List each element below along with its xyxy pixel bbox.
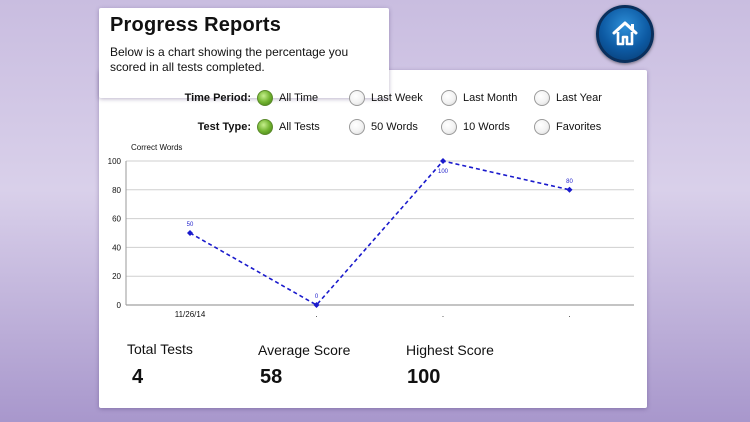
data-label: 80 <box>566 179 573 185</box>
option-label: Favorites <box>556 121 602 133</box>
radio-icon[interactable] <box>257 119 273 135</box>
home-button[interactable] <box>596 5 654 63</box>
title-card-join <box>99 66 389 78</box>
data-point <box>566 186 573 193</box>
x-tick-label: . <box>315 310 317 319</box>
y-axis-title: Correct Words <box>131 143 182 152</box>
radio-icon[interactable] <box>349 119 365 135</box>
test-type-label: Test Type: <box>197 121 251 133</box>
home-icon <box>612 21 638 46</box>
radio-icon[interactable] <box>257 90 273 106</box>
data-label: 50 <box>187 222 194 228</box>
average-score-value: 58 <box>260 366 283 388</box>
total-tests-label: Total Tests <box>127 341 193 357</box>
series-line <box>189 160 570 307</box>
test-type-option-50-words[interactable]: 50 Words <box>349 117 418 137</box>
option-label: 50 Words <box>371 121 418 133</box>
data-point <box>187 230 193 236</box>
y-tick-label: 0 <box>117 301 122 310</box>
time-period-option-last-week[interactable]: Last Week <box>349 88 423 108</box>
time-period-option-all-time[interactable]: All Time <box>257 88 318 108</box>
test-type-option-10-words[interactable]: 10 Words <box>441 117 510 137</box>
page-description: Below is a chart showing the percentage … <box>110 45 349 74</box>
y-tick-label: 40 <box>112 243 121 252</box>
time-period-label: Time Period: <box>184 92 251 104</box>
x-tick-label: . <box>568 310 570 319</box>
option-label: Last Week <box>371 92 423 104</box>
highest-score-label: Highest Score <box>406 342 494 358</box>
option-label: All Tests <box>279 121 320 133</box>
data-label: 0 <box>315 294 319 300</box>
option-label: All Time <box>279 92 319 104</box>
x-tick-label: . <box>442 310 444 319</box>
y-tick-label: 80 <box>112 186 121 195</box>
y-tick-label: 100 <box>108 157 122 166</box>
test-type-option-favorites[interactable]: Favorites <box>534 117 601 137</box>
option-label: 10 Words <box>463 121 510 133</box>
highest-score-value: 100 <box>407 366 441 388</box>
data-label: 100 <box>438 169 449 175</box>
time-period-option-last-year[interactable]: Last Year <box>534 88 602 108</box>
title-card <box>99 8 389 98</box>
y-tick-label: 20 <box>112 272 121 281</box>
radio-icon[interactable] <box>534 90 550 106</box>
data-point <box>440 158 446 164</box>
radio-icon[interactable] <box>349 90 365 106</box>
radio-icon[interactable] <box>441 119 457 135</box>
page-title: Progress Reports <box>110 14 282 36</box>
radio-icon[interactable] <box>441 90 457 106</box>
progress-line-chart: Correct Words 0 20 40 60 80 100 11/26/14... 50… <box>108 143 634 319</box>
report-panel <box>99 70 647 408</box>
y-tick-label: 60 <box>112 215 121 224</box>
x-tick-label: 11/26/14 <box>175 310 206 319</box>
data-point <box>313 302 320 308</box>
option-label: Last Year <box>556 92 602 104</box>
option-label: Last Month <box>463 92 518 104</box>
average-score-label: Average Score <box>258 342 351 358</box>
radio-icon[interactable] <box>534 119 550 135</box>
total-tests-value: 4 <box>132 366 144 388</box>
time-period-option-last-month[interactable]: Last Month <box>441 88 517 108</box>
test-type-option-all-tests[interactable]: All Tests <box>257 117 320 137</box>
